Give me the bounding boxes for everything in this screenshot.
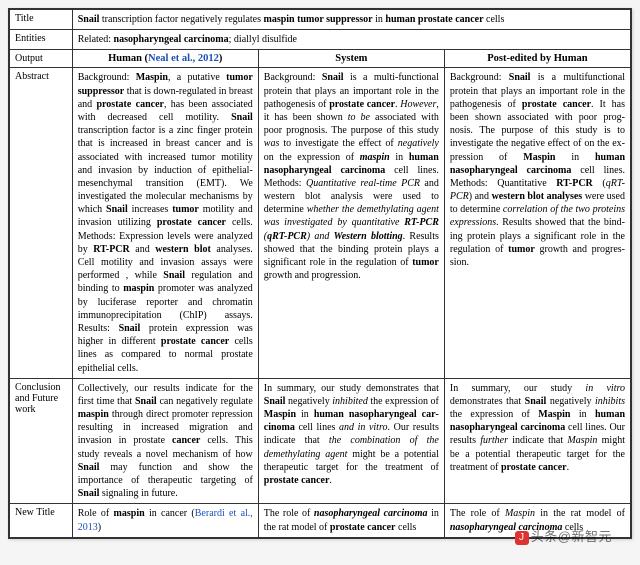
label-conclusion: Conclusion and Future work — [10, 378, 73, 504]
label-output: Output — [10, 50, 73, 68]
abstract-human: Background: Maspin, a putative tu­mor su… — [72, 68, 258, 378]
conclusion-postedited: In summary, our study in vitro demonstra… — [444, 378, 630, 504]
col-postedited-heading: Post-edited by Human — [444, 50, 630, 68]
conclusion-human: Collectively, our results indicate for t… — [72, 378, 258, 504]
row-newtitle: New Title Role of maspin in cancer (Bera… — [10, 504, 631, 537]
cell-title: Snail transcription factor negatively re… — [72, 10, 630, 30]
abstract-system: Background: Snail is a multi-func­tional… — [258, 68, 444, 378]
col-human-heading: Human (Neal et al., 2012) — [72, 50, 258, 68]
label-title: Title — [10, 10, 73, 30]
conclusion-system: In summary, our study demon­strates that… — [258, 378, 444, 504]
label-abstract: Abstract — [10, 68, 73, 378]
row-abstract: Abstract Background: Maspin, a putative … — [10, 68, 631, 378]
label-newtitle: New Title — [10, 504, 73, 537]
row-output-header: Output Human (Neal et al., 2012) System … — [10, 50, 631, 68]
row-conclusion: Conclusion and Future work Collectively,… — [10, 378, 631, 504]
newtitle-postedited: The role of Maspin in the rat model of n… — [444, 504, 630, 537]
col-system-heading: System — [258, 50, 444, 68]
row-entities: Entities Related: nasopharyngeal carcino… — [10, 30, 631, 50]
table: Title Snail transcription factor negativ… — [9, 9, 631, 538]
cell-entities: Related: nasopharyngeal carcinoma; diall… — [72, 30, 630, 50]
abstract-postedited: Background: Snail is a multifunctional p… — [444, 68, 630, 378]
newtitle-human: Role of maspin in cancer (Berardi et al.… — [72, 504, 258, 537]
comparison-table: Title Snail transcription factor negativ… — [8, 8, 632, 539]
row-title: Title Snail transcription factor negativ… — [10, 10, 631, 30]
label-entities: Entities — [10, 30, 73, 50]
newtitle-system: The role of nasopharyngeal car­cinoma in… — [258, 504, 444, 537]
